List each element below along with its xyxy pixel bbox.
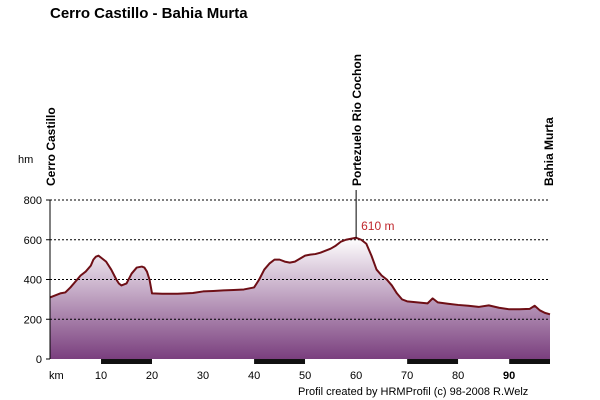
x-tick-label-30: 30 (197, 370, 209, 382)
x-tick-label-10: 10 (95, 370, 107, 382)
x-tick-label-60: 60 (350, 370, 362, 382)
km-bar-segment-1 (101, 359, 153, 364)
waypoint-label-0: Cerro Castillo (44, 107, 58, 186)
km-bar-segment-2 (152, 359, 255, 364)
profile-line (49, 236, 551, 316)
x-tick-label-80: 80 (452, 370, 464, 382)
y-tick-label-0: 0 (36, 354, 42, 366)
y-tick-label-400: 400 (24, 275, 42, 287)
km-bar-segment-6 (458, 359, 510, 364)
x-axis-unit: km (49, 370, 64, 382)
y-tick-label-800: 800 (24, 195, 42, 207)
credit-footer: Profil created by HRMProfil (c) 98-2008 … (298, 386, 529, 398)
waypoint-label-1: Portezuelo Rio Cochon (350, 54, 364, 186)
peak-elevation-label: 610 m (361, 219, 394, 233)
waypoint-label-2: Bahia Murta (542, 117, 556, 186)
y-axis-unit: hm (18, 154, 33, 166)
profile-area-fill (50, 237, 550, 359)
km-bar-segment-0 (50, 359, 102, 364)
km-bar-segment-4 (305, 359, 408, 364)
x-tick-label-70: 70 (401, 370, 413, 382)
chart-title: Cerro Castillo - Bahia Murta (50, 5, 248, 22)
x-tick-label-20: 20 (146, 370, 158, 382)
km-bar-segment-5 (407, 359, 459, 364)
x-tick-label-50: 50 (299, 370, 311, 382)
x-tick-label-90: 90 (503, 370, 515, 382)
y-tick-label-200: 200 (24, 314, 42, 326)
km-bar-segment-7 (509, 359, 550, 364)
x-tick-label-40: 40 (248, 370, 260, 382)
y-tick-label-600: 600 (24, 235, 42, 247)
km-bar-segment-3 (254, 359, 306, 364)
